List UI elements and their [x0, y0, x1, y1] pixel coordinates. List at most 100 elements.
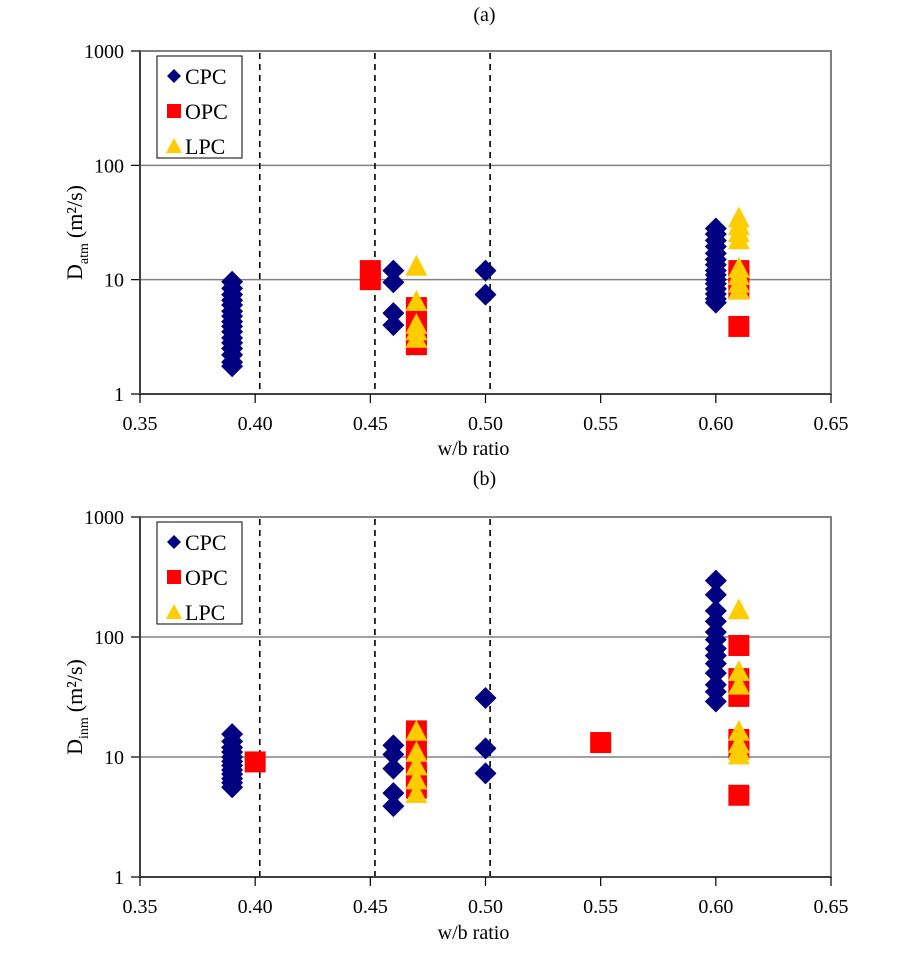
triangle-marker [727, 719, 750, 741]
x-tick-label: 0.40 [238, 896, 273, 918]
diamond-marker [382, 782, 405, 805]
y-tick-label: 1 [114, 384, 124, 406]
legend-item-cpc: CPC [167, 530, 227, 555]
y-label-main: D [62, 264, 87, 280]
square-marker [359, 269, 381, 291]
y-tick-label: 10 [104, 270, 124, 292]
triangle-marker [727, 673, 750, 695]
y-tick-label: 100 [94, 155, 124, 177]
x-tick-label: 0.65 [814, 413, 849, 435]
legend-label: OPC [185, 99, 228, 124]
diamond-marker [382, 743, 405, 766]
legend: CPC OPC LPC [156, 521, 243, 625]
triangle-marker [405, 768, 428, 790]
chart-a-svg: (a) 1 10 100 1000 0.35 0.40 0.45 0.50 0.55 0.60 0.6… [62, 4, 849, 460]
chart-title: (b) [473, 470, 496, 490]
y-label-subscript: atm [77, 243, 92, 264]
y-axis-label: Datm (m²/s) [62, 185, 92, 280]
legend: CPC OPC LPC [156, 55, 243, 159]
diamond-marker [474, 762, 497, 785]
x-tick-label: 0.45 [353, 413, 388, 435]
diamond-marker [221, 776, 244, 799]
x-tick-label: 0.40 [238, 413, 273, 435]
triangle-marker [405, 741, 428, 762]
square-icon [167, 104, 181, 118]
chart-title: (a) [473, 4, 495, 26]
square-marker [590, 732, 612, 754]
chart-panel-b: (b) 1 10 100 1000 0.35 0.40 0.45 0.50 0.55 0.60 0.6… [0, 468, 920, 953]
chart-panel-a: (a) 1 10 100 1000 0.35 0.40 0.45 0.50 0.55 0.60 0.6… [0, 0, 920, 470]
diamond-marker [474, 259, 497, 282]
legend-item-opc: OPC [167, 565, 228, 590]
diamond-icon [167, 69, 181, 83]
series-opc [244, 634, 750, 806]
y-tick-label: 1000 [84, 41, 124, 63]
triangle-marker [727, 660, 750, 681]
triangle-marker [405, 719, 428, 741]
series-lpc [405, 206, 750, 348]
chart-b-svg: (b) 1 10 100 1000 0.35 0.40 0.45 0.50 0.55 0.60 0.6… [62, 468, 849, 944]
y-axis-label: Dinm (m²/s) [62, 659, 92, 755]
triangle-marker [405, 290, 428, 311]
diamond-marker [474, 737, 497, 760]
diamond-marker [221, 355, 244, 378]
y-tick-label: 10 [104, 747, 124, 769]
x-axis-label: w/b ratio [438, 438, 510, 460]
plot-area [139, 50, 832, 395]
x-tick-label: 0.60 [698, 896, 733, 918]
y-label-subscript: inm [77, 717, 92, 739]
square-marker [728, 634, 750, 656]
square-marker [728, 315, 750, 337]
triangle-marker [727, 598, 750, 620]
y-label-main: D [62, 739, 87, 755]
triangle-marker [405, 326, 428, 348]
legend-item-cpc: CPC [167, 64, 227, 89]
legend-label: CPC [185, 530, 227, 555]
diamond-marker [382, 271, 405, 294]
diamond-marker [704, 291, 727, 314]
diamond-marker [382, 259, 405, 282]
triangle-marker [405, 254, 428, 276]
legend-item-opc: OPC [167, 99, 228, 124]
triangle-marker [727, 278, 750, 300]
series-cpc [221, 569, 727, 818]
legend-label: LPC [185, 134, 225, 159]
triangle-marker [727, 743, 750, 765]
x-tick-label: 0.35 [123, 896, 158, 918]
x-tick-label: 0.55 [583, 896, 618, 918]
triangle-marker [405, 754, 428, 776]
legend-label: LPC [185, 600, 225, 625]
y-label-unit: (m²/s) [62, 185, 87, 238]
series-lpc [405, 598, 750, 804]
square-marker [728, 784, 750, 806]
x-tick-label: 0.35 [123, 413, 158, 435]
x-tick-label: 0.50 [468, 413, 503, 435]
x-tick-label: 0.65 [814, 896, 849, 918]
diamond-marker [474, 687, 497, 710]
x-tick-label: 0.45 [353, 896, 388, 918]
triangle-marker [727, 228, 750, 250]
y-tick-label: 1000 [84, 507, 124, 529]
diamond-marker [704, 583, 727, 606]
diamond-icon [167, 535, 181, 549]
x-tick-label: 0.60 [698, 413, 733, 435]
diamond-marker [704, 569, 727, 592]
legend-label: OPC [185, 565, 228, 590]
x-tick-label: 0.55 [583, 413, 618, 435]
diamond-marker [382, 314, 405, 337]
triangle-icon [166, 604, 182, 619]
x-axis-label: w/b ratio [438, 922, 510, 944]
square-icon [167, 570, 181, 584]
legend-item-lpc: LPC [166, 600, 225, 625]
y-tick-label: 100 [94, 627, 124, 649]
x-tick-label: 0.50 [468, 896, 503, 918]
diamond-marker [382, 795, 405, 818]
diamond-marker [474, 283, 497, 306]
y-label-unit: (m²/s) [62, 659, 87, 712]
legend-item-lpc: LPC [166, 134, 225, 159]
diamond-marker [704, 662, 727, 685]
diamond-marker [704, 690, 727, 713]
diamond-marker [382, 302, 405, 325]
diamond-marker [382, 757, 405, 780]
legend-label: CPC [185, 64, 227, 89]
